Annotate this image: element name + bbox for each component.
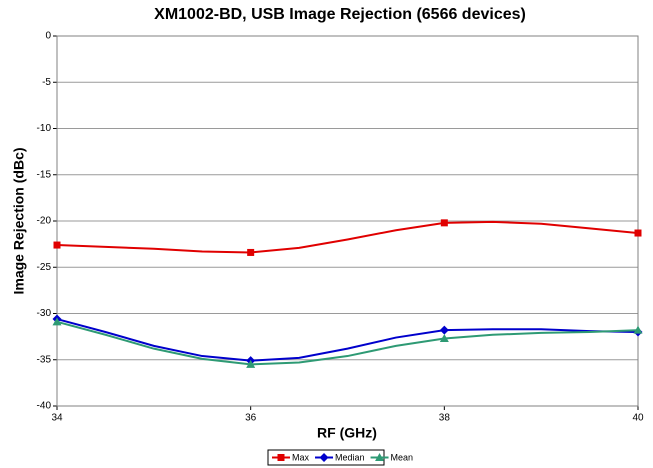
legend-label: Max [292,452,310,462]
marker [634,229,642,237]
marker [633,325,643,334]
marker [375,453,385,461]
y-tick-label: -25 [37,262,52,273]
x-tick-label: 36 [245,413,257,424]
y-tick-label: -20 [37,216,52,227]
legend-label: Mean [391,452,414,462]
chart-title: XM1002-BD, USB Image Rejection (6566 dev… [154,6,526,23]
y-tick-label: -35 [37,354,52,365]
series-line [56,318,639,362]
x-tick-label: 40 [632,413,644,424]
y-tick-label: -10 [37,123,52,134]
x-axis-label: RF (GHz) [317,425,377,441]
y-tick-label: -15 [37,169,52,180]
plot-border [56,35,639,407]
y-tick-label: 0 [45,31,51,42]
marker [440,219,448,227]
marker [52,317,62,326]
marker [319,453,329,462]
series-line [56,320,639,366]
y-tick-label: -40 [37,401,52,412]
y-tick-label: -5 [42,77,51,88]
series-line [56,220,639,254]
marker [247,248,255,256]
marker [246,359,256,368]
x-tick-label: 38 [439,413,451,424]
marker [53,241,61,249]
legend-label: Median [335,452,365,462]
legend: Max Median Mean [267,449,414,466]
marker [439,325,449,335]
x-tick-label: 34 [51,413,63,424]
marker [439,333,449,342]
marker [277,454,285,461]
y-axis-label: Image Rejection (dBc) [11,147,27,294]
y-tick-label: -30 [37,308,52,319]
